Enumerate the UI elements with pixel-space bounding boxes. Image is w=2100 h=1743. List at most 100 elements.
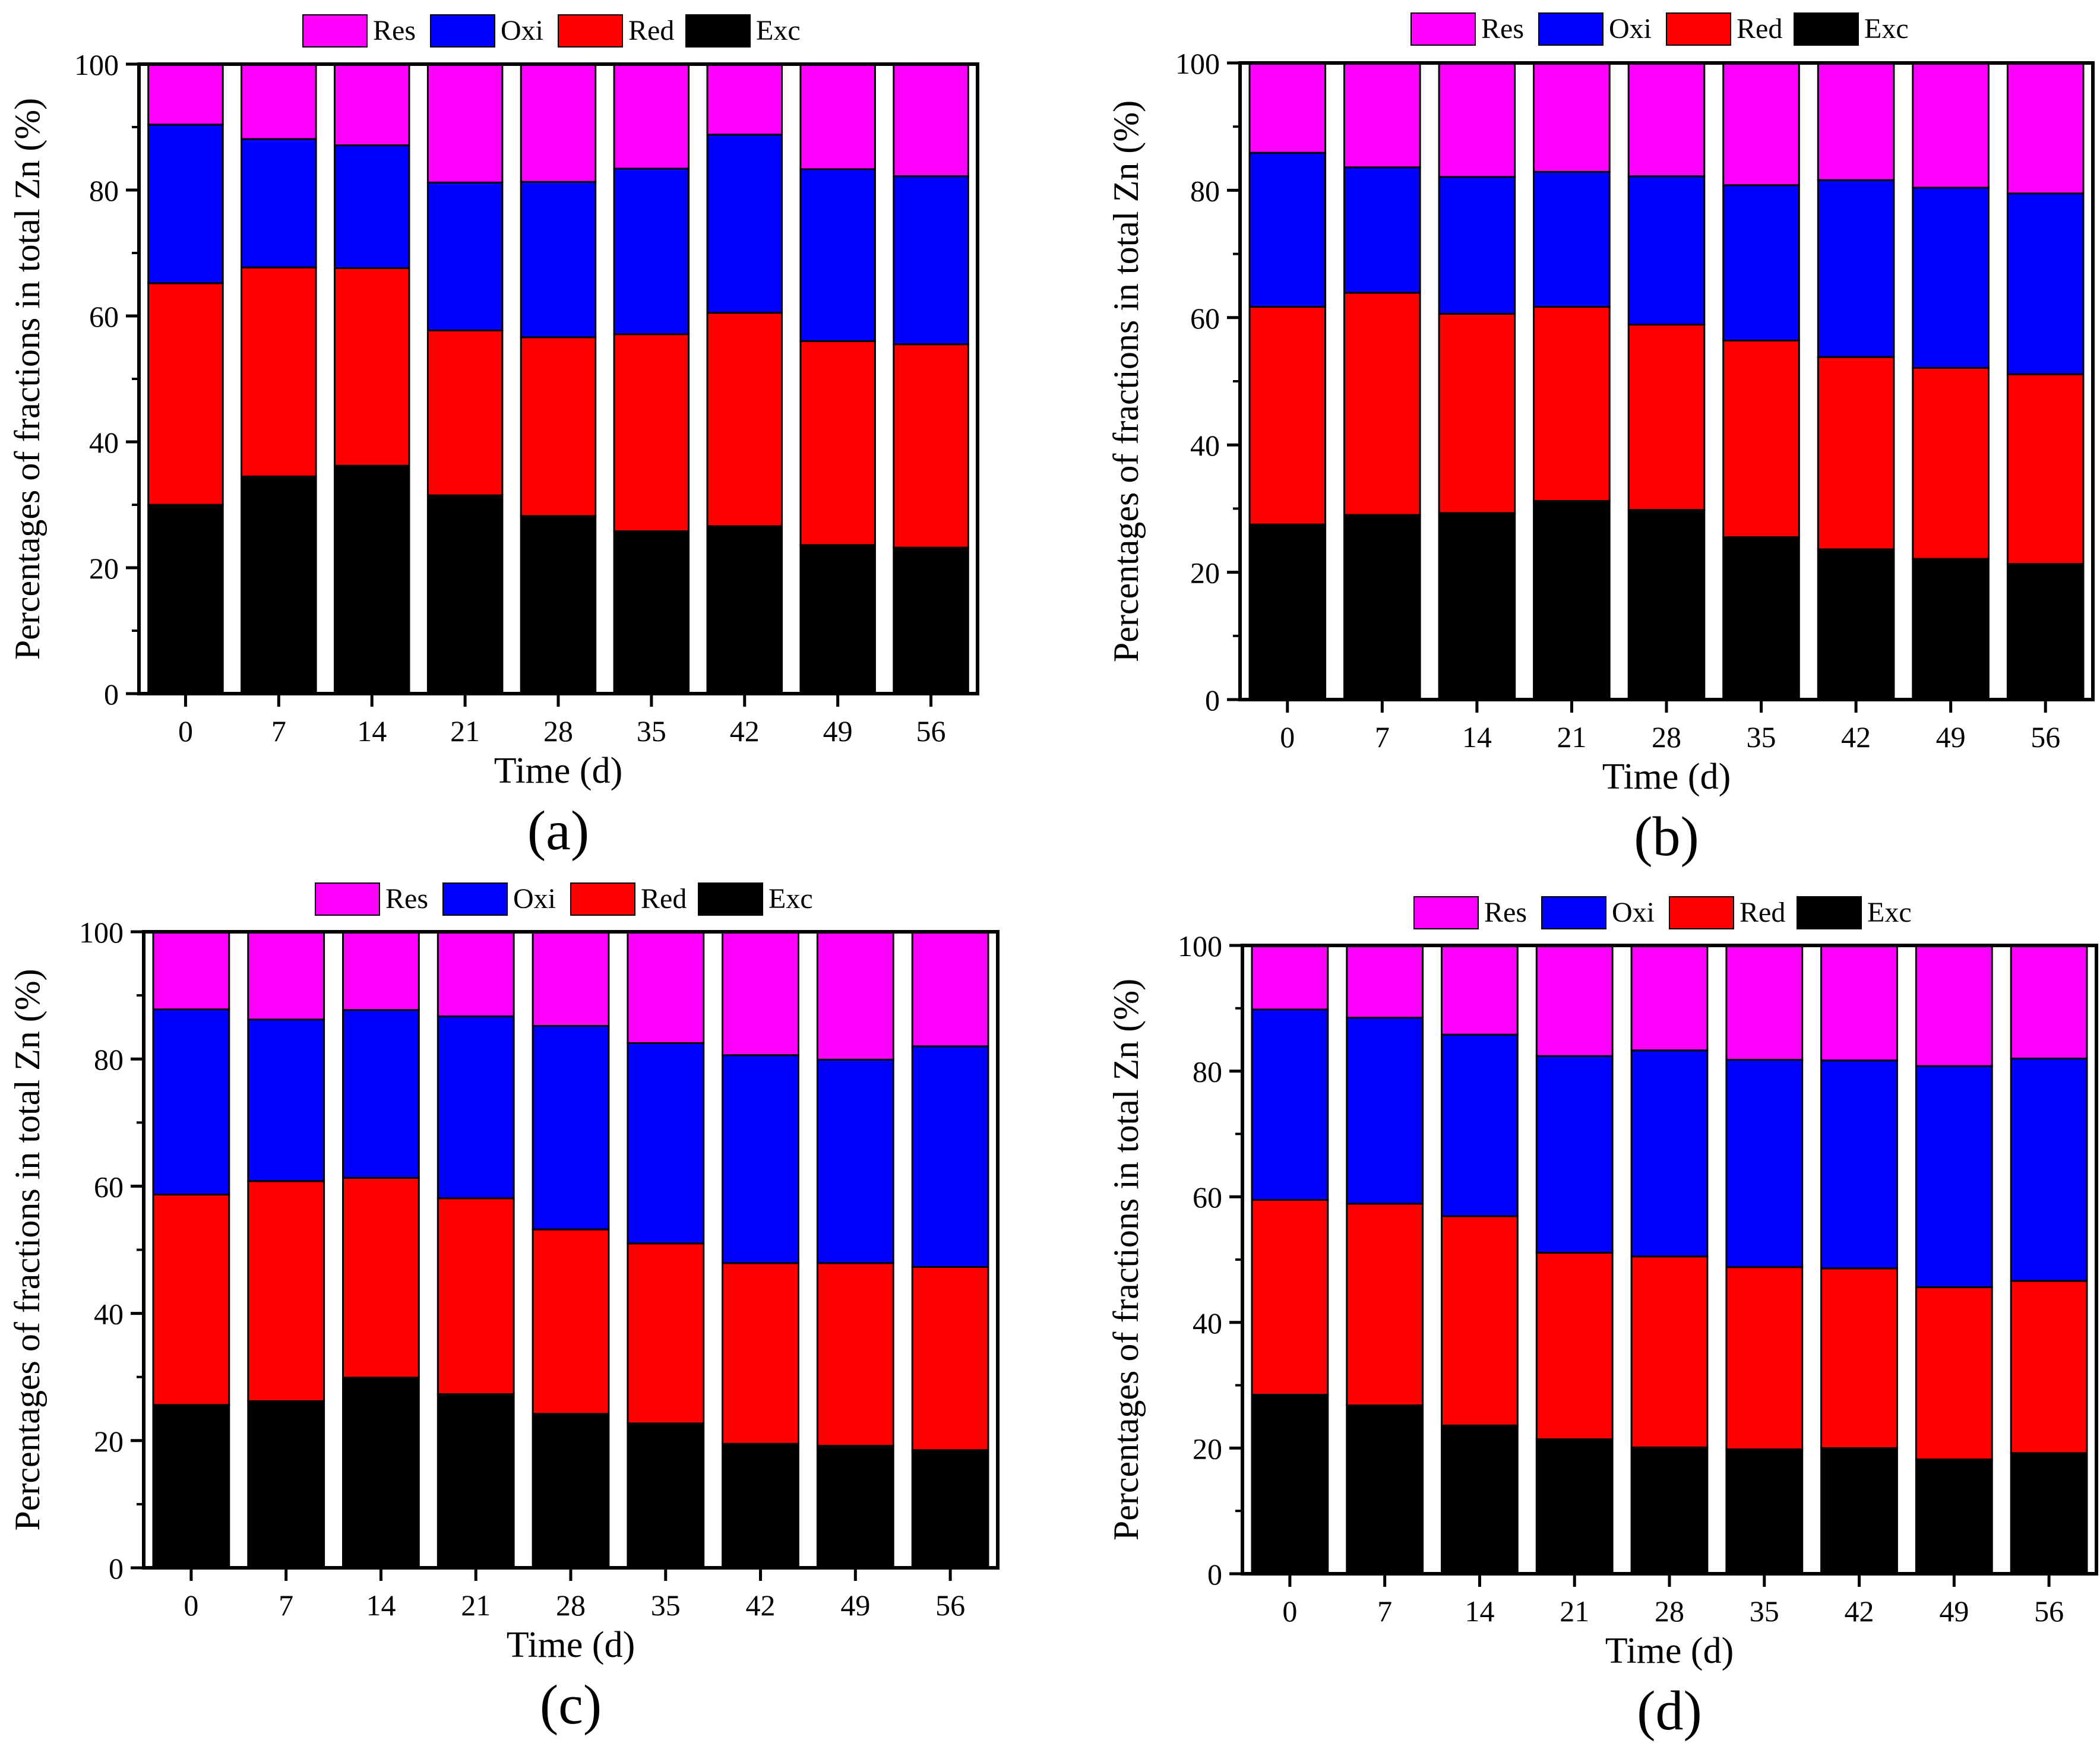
x-tick-label: 56 <box>2031 720 2060 754</box>
x-tick-label: 49 <box>1936 720 1966 754</box>
bar-exc-day-56 <box>893 546 969 695</box>
bar-res-day-7 <box>1346 944 1424 1019</box>
x-tick-label: 21 <box>1560 1595 1589 1628</box>
bar-res-day-49 <box>799 63 876 170</box>
bar-red-day-49 <box>799 340 876 546</box>
x-tick-label: 28 <box>1652 720 1681 754</box>
bar-red-day-35 <box>1722 339 1800 539</box>
y-tick-label: 60 <box>89 300 119 333</box>
legend-label-exc: Exc <box>1867 897 1912 928</box>
bar-red-day-35 <box>613 333 690 532</box>
legend-label-res: Res <box>1481 13 1524 45</box>
bar-oxi-day-21 <box>426 181 504 331</box>
x-axis-title: Time (d) <box>1602 757 1731 797</box>
bar-exc-day-42 <box>1817 548 1895 701</box>
x-tick-label: 7 <box>271 714 286 748</box>
bar-res-day-14 <box>1438 62 1516 178</box>
bar-res-day-21 <box>426 63 504 184</box>
x-tick-label: 0 <box>1280 720 1295 754</box>
bar-res-day-0 <box>152 931 230 1011</box>
bar-exc-day-0 <box>152 1404 230 1569</box>
bar-res-day-35 <box>1722 62 1800 186</box>
bar-red-day-42 <box>1817 356 1895 551</box>
bar-oxi-day-28 <box>1627 175 1706 326</box>
bar-res-day-14 <box>342 931 420 1011</box>
y-axis-title: Percentages of fractions in total Zn (%) <box>1106 100 1146 662</box>
bar-oxi-day-56 <box>2010 1057 2088 1282</box>
legend-swatch-red <box>1669 896 1734 929</box>
bar-oxi-day-14 <box>334 144 410 269</box>
bar-oxi-day-42 <box>1817 179 1895 358</box>
x-axis-title: Time (d) <box>1605 1631 1734 1671</box>
x-tick-label: 14 <box>366 1589 396 1622</box>
x-tick-label: 56 <box>935 1589 965 1622</box>
x-tick-label: 28 <box>543 714 573 748</box>
y-tick-label: 60 <box>1190 302 1220 335</box>
bar-red-day-21 <box>1533 306 1611 502</box>
bar-red-day-21 <box>437 1197 515 1396</box>
bar-res-day-56 <box>2010 944 2088 1059</box>
bar-exc-day-14 <box>342 1377 420 1569</box>
x-tick-label: 14 <box>1462 720 1492 754</box>
bar-oxi-day-35 <box>613 167 690 336</box>
bar-res-day-56 <box>2006 62 2085 195</box>
legend-label-res: Res <box>1484 897 1527 928</box>
bar-res-day-42 <box>1820 944 1898 1062</box>
bar-red-day-56 <box>893 343 969 549</box>
y-tick-label: 40 <box>1193 1307 1222 1340</box>
bar-oxi-day-0 <box>1251 1008 1329 1201</box>
legend-swatch-oxi <box>442 882 508 916</box>
bar-exc-day-21 <box>1535 1438 1614 1575</box>
bar-res-day-49 <box>816 931 894 1061</box>
bar-oxi-day-56 <box>911 1045 989 1268</box>
legend-label-oxi: Oxi <box>1612 897 1655 928</box>
bar-oxi-day-49 <box>1912 186 1990 369</box>
bar-res-day-28 <box>1627 62 1706 178</box>
bar-exc-day-7 <box>241 475 317 695</box>
y-tick-label: 20 <box>94 1425 124 1458</box>
bar-oxi-day-0 <box>147 124 224 284</box>
x-tick-label: 7 <box>1375 720 1390 754</box>
bar-exc-day-14 <box>334 464 410 695</box>
x-tick-label: 7 <box>1377 1595 1392 1628</box>
y-tick-label: 0 <box>109 1552 124 1585</box>
bar-exc-day-7 <box>1346 1404 1424 1575</box>
bar-red-day-14 <box>1438 312 1516 514</box>
y-tick-label: 0 <box>1205 684 1220 717</box>
bar-res-day-49 <box>1915 944 1993 1067</box>
y-tick-label: 60 <box>94 1170 124 1203</box>
bar-res-day-35 <box>1725 944 1804 1061</box>
bar-res-day-42 <box>1817 62 1895 181</box>
y-tick-label: 100 <box>74 48 119 81</box>
y-tick-label: 80 <box>89 174 119 207</box>
bar-exc-day-28 <box>1630 1446 1709 1575</box>
legend-label-res: Res <box>373 15 416 46</box>
panel-label: (b) <box>1634 806 1699 868</box>
bar-res-day-0 <box>147 63 224 126</box>
bar-red-day-56 <box>2006 373 2085 565</box>
bar-oxi-day-14 <box>342 1009 420 1179</box>
bar-red-day-49 <box>1912 367 1990 560</box>
bar-red-day-7 <box>1343 292 1421 516</box>
x-tick-label: 21 <box>461 1589 491 1622</box>
x-tick-label: 56 <box>916 714 946 748</box>
bar-exc-day-42 <box>706 525 783 695</box>
bar-red-day-56 <box>2010 1280 2088 1454</box>
panel-d: 0 20 40 60 80 100 0 7 14 21 28 35 42 49 56 Time (d) Perc… <box>1099 870 2100 1743</box>
bar-oxi-day-14 <box>1441 1033 1519 1217</box>
y-tick-label: 20 <box>1193 1432 1222 1465</box>
bar-red-day-42 <box>706 312 783 527</box>
y-tick-label: 20 <box>1190 556 1220 590</box>
bar-oxi-day-42 <box>722 1054 799 1264</box>
chart-c: 0 20 40 60 80 100 0 7 14 21 28 35 42 49 56 Time (d) Perc… <box>8 882 1000 1736</box>
bar-red-day-0 <box>147 282 224 506</box>
bar-exc-day-35 <box>1722 536 1800 701</box>
legend-swatch-oxi <box>1538 12 1604 46</box>
bar-exc-day-21 <box>437 1393 515 1569</box>
y-axis-title: Percentages of fractions in total Zn (%) <box>8 969 47 1530</box>
bar-red-day-28 <box>532 1228 610 1415</box>
bar-res-day-35 <box>627 931 705 1044</box>
bar-red-day-42 <box>1820 1267 1898 1449</box>
chart-a: 0 20 40 60 80 100 0 7 14 21 28 35 42 49 56 Time (d) Perc… <box>8 14 979 862</box>
